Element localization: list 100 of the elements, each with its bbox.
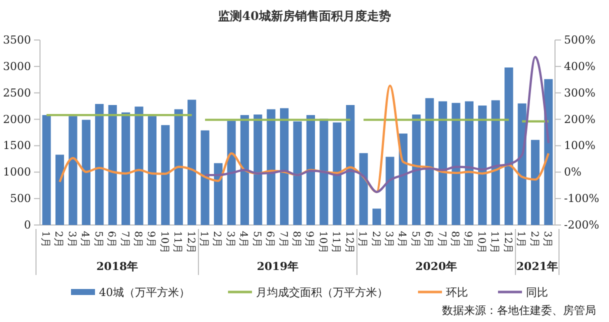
legend-label: 月均成交面积（万平方米）: [256, 286, 388, 299]
text: 2020年: [415, 260, 457, 273]
x-tick-label: 7月: [277, 231, 288, 248]
bar: [214, 163, 223, 225]
text: 2021年: [516, 260, 558, 273]
y2-tick-label: 300%: [564, 86, 596, 100]
bar: [412, 114, 421, 225]
x-tick-label: 5月: [250, 231, 262, 248]
bar: [504, 67, 514, 225]
x-tick-label: 2月: [528, 231, 540, 248]
bar: [438, 101, 448, 225]
bar: [68, 116, 78, 225]
y-tick-label: 500: [10, 192, 31, 206]
bar: [478, 106, 487, 225]
bar: [332, 122, 342, 225]
x-tick-label: 11月: [172, 231, 183, 254]
y-tick-label: 3000: [3, 60, 31, 73]
bar: [121, 112, 130, 225]
x-tick-label: 2月: [52, 231, 64, 248]
bar: [108, 105, 117, 225]
x-tick-label: 2月: [211, 231, 222, 248]
x-tick-label: 3月: [382, 231, 394, 248]
x-tick-label: 2月: [370, 231, 381, 248]
x-tick-label: 5月: [409, 231, 420, 248]
y2-tick-label: 0%: [564, 166, 582, 179]
bar: [491, 100, 500, 225]
y2-tick-label: 100%: [564, 139, 596, 152]
y2-tick-label: -100%: [564, 192, 600, 206]
bar: [320, 118, 328, 225]
x-tick-label: 12月: [502, 231, 513, 254]
x-tick-label: 4月: [238, 231, 249, 248]
bar: [82, 120, 90, 225]
x-tick-label: 8月: [132, 231, 143, 248]
x-tick-label: 6月: [106, 231, 117, 248]
bar: [161, 125, 170, 225]
bar: [95, 104, 104, 225]
x-tick-label: 12月: [184, 231, 196, 254]
y-tick-label: 0: [24, 218, 31, 232]
source-note: 数据来源：各地住建委、房管局: [442, 304, 596, 317]
bar: [346, 105, 355, 225]
y-tick-label: 3500: [3, 34, 31, 47]
x-tick-label: 10月: [316, 231, 328, 254]
x-tick-label: 9月: [304, 231, 315, 248]
x-tick-label: 6月: [264, 231, 276, 248]
bar: [188, 100, 196, 225]
bar: [200, 130, 210, 225]
x-tick-label: 3月: [541, 231, 552, 248]
x-tick-label: 10月: [475, 231, 486, 254]
line-series: [58, 84, 550, 194]
y2-tick-label: 500%: [564, 34, 596, 47]
y-tick-label: 2000: [3, 112, 31, 126]
x-tick-label: 1月: [356, 231, 368, 248]
bar: [42, 115, 51, 225]
x-tick-label: 11月: [330, 231, 342, 254]
x-tick-label: 3月: [66, 231, 77, 248]
text: 2019年: [256, 260, 298, 273]
bar: [372, 208, 382, 225]
bar: [464, 101, 474, 225]
bar: [530, 140, 540, 225]
y2-tick-label: 400%: [564, 60, 596, 73]
text: 2018年: [96, 260, 138, 273]
y-tick-label: 1000: [3, 166, 31, 179]
bar: [174, 109, 183, 225]
x-tick-label: 12月: [343, 231, 354, 254]
x-tick-label: 9月: [145, 231, 156, 248]
x-tick-label: 7月: [436, 231, 447, 248]
bar: [55, 154, 64, 225]
bar: [452, 102, 460, 225]
bar: [240, 115, 249, 225]
x-tick-label: 9月: [462, 231, 474, 248]
x-tick-label: 1月: [40, 231, 51, 248]
x-tick-label: 8月: [449, 231, 460, 248]
bar: [266, 109, 276, 225]
x-tick-label: 1月: [198, 231, 210, 248]
bar: [386, 156, 394, 225]
bar: [227, 120, 236, 225]
y-tick-label: 2500: [3, 86, 31, 100]
bar: [293, 121, 302, 225]
y2-tick-label: 200%: [564, 112, 596, 126]
bar: [134, 106, 144, 225]
x-tick-label: 10月: [158, 231, 170, 254]
bar: [280, 108, 289, 225]
x-tick-label: 8月: [290, 231, 302, 248]
x-tick-label: 4月: [396, 231, 408, 248]
line-series: [204, 56, 550, 194]
x-tick-label: 4月: [79, 231, 90, 248]
legend-label: 40城（万平方米）: [99, 286, 190, 299]
bar: [148, 116, 156, 225]
x-tick-label: 1月: [515, 231, 526, 248]
x-tick-label: 7月: [118, 231, 130, 248]
x-tick-label: 6月: [422, 231, 434, 248]
x-tick-label: 3月: [224, 231, 236, 248]
y2-tick-label: -200%: [564, 218, 600, 232]
bar: [359, 153, 368, 225]
x-tick-label: 5月: [92, 231, 104, 248]
y-tick-label: 1500: [3, 139, 31, 152]
legend-label: 环比: [446, 286, 468, 299]
bar: [254, 114, 262, 225]
chart-title: 监测40城新房销售面积月度走势: [218, 9, 391, 23]
legend-label: 同比: [526, 286, 548, 299]
